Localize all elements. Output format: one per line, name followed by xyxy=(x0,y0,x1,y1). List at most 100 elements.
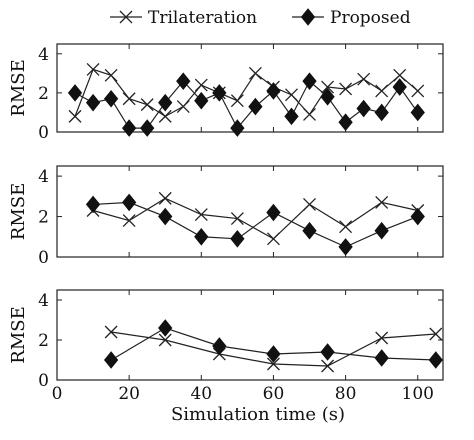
data-point-cross xyxy=(266,357,280,371)
x-tick-labels: 0 20 40 60 80 100 xyxy=(52,384,434,404)
data-point-diamond xyxy=(320,343,335,361)
data-point-diamond xyxy=(194,91,209,110)
data-point-diamond xyxy=(103,351,119,369)
x-tick-label: 40 xyxy=(190,384,212,404)
y-tick-label: 0 xyxy=(38,248,49,268)
data-point-cross xyxy=(393,68,407,82)
data-point-diamond xyxy=(356,99,371,118)
y-axis-label: RMSE xyxy=(8,306,29,363)
data-point-diamond xyxy=(122,193,137,212)
series-line xyxy=(93,201,418,248)
data-point-cross xyxy=(321,359,335,373)
y-tick-label: 2 xyxy=(38,208,49,228)
series-trilateration xyxy=(68,62,425,123)
data-point-diamond xyxy=(176,72,191,90)
data-point-diamond xyxy=(302,221,317,240)
data-point-cross xyxy=(140,98,154,112)
data-point-diamond xyxy=(158,93,173,112)
plot-frame xyxy=(56,165,444,258)
x-tick-label: 60 xyxy=(263,384,285,404)
series-proposed xyxy=(85,193,425,256)
data-point-diamond xyxy=(266,82,281,100)
y-tick-label: 0 xyxy=(38,123,49,143)
data-point-cross xyxy=(375,195,389,209)
legend-cross-marker xyxy=(119,10,133,24)
series-line xyxy=(92,197,418,240)
series-proposed xyxy=(67,72,425,137)
data-point-cross xyxy=(285,88,298,102)
legend: Trilateration Proposed xyxy=(110,8,411,28)
data-point-diamond xyxy=(230,119,245,137)
data-point-diamond xyxy=(374,103,389,122)
panels: 0 2 4 RMSE 0 2 4 RMSE 0 2 4 RMSE 0 20 40 60 80 100 xyxy=(8,43,444,404)
legend-label: Proposed xyxy=(330,8,411,28)
data-point-cross xyxy=(266,232,280,246)
data-point-cross xyxy=(230,212,244,226)
y-axis-label: RMSE xyxy=(8,183,29,240)
data-point-diamond xyxy=(428,351,443,369)
data-point-diamond xyxy=(374,349,389,367)
x-tick-label: 20 xyxy=(118,384,140,404)
y-tick-label: 2 xyxy=(38,331,49,351)
data-point-cross xyxy=(194,78,208,92)
data-point-cross xyxy=(86,62,100,76)
data-point-diamond xyxy=(230,230,245,248)
x-tick-label: 0 xyxy=(52,384,63,404)
y-tick-label: 4 xyxy=(38,291,49,311)
legend-entry-trilateration: Trilateration xyxy=(110,8,257,28)
data-point-diamond xyxy=(392,78,407,96)
data-point-cross xyxy=(176,100,190,114)
data-point-cross xyxy=(303,107,316,121)
y-tick-label: 0 xyxy=(38,371,49,391)
data-point-diamond xyxy=(374,221,389,240)
panel-2: 0 2 4 RMSE xyxy=(8,165,444,268)
data-point-diamond xyxy=(410,207,425,226)
data-point-diamond xyxy=(302,72,317,90)
data-point-diamond xyxy=(194,227,209,246)
data-point-cross xyxy=(429,327,443,341)
data-point-cross xyxy=(230,94,244,108)
data-point-cross xyxy=(375,84,389,98)
data-point-cross xyxy=(68,109,82,123)
data-point-diamond xyxy=(67,84,83,102)
data-point-cross xyxy=(122,92,136,106)
panel-3: 0 2 4 RMSE xyxy=(8,289,444,391)
data-point-cross xyxy=(104,68,118,82)
series-line xyxy=(74,68,419,118)
data-point-cross xyxy=(194,208,208,221)
data-point-diamond xyxy=(158,319,173,337)
data-point-cross xyxy=(248,66,262,80)
data-point-diamond xyxy=(284,107,299,126)
data-point-diamond xyxy=(158,207,173,226)
data-point-cross xyxy=(158,191,172,205)
data-point-cross xyxy=(158,109,172,123)
data-point-cross xyxy=(158,333,172,347)
data-point-cross xyxy=(303,197,316,211)
y-tick-label: 2 xyxy=(38,84,49,104)
data-point-cross xyxy=(375,331,389,345)
panel-1: 0 2 4 RMSE xyxy=(8,43,444,143)
series-proposed xyxy=(103,319,443,369)
legend-diamond-marker xyxy=(300,8,316,26)
data-point-diamond xyxy=(103,89,119,108)
data-point-diamond xyxy=(266,203,281,222)
data-point-cross xyxy=(357,72,371,86)
x-tick-label: 80 xyxy=(335,384,357,404)
data-point-diamond xyxy=(410,103,425,122)
data-point-diamond xyxy=(266,345,281,363)
y-axis-label: RMSE xyxy=(8,59,29,116)
y-tick-label: 4 xyxy=(38,167,49,187)
data-point-diamond xyxy=(122,119,137,137)
data-point-diamond xyxy=(248,97,263,116)
data-point-diamond xyxy=(212,337,227,355)
plot-frame xyxy=(56,43,444,133)
data-point-diamond xyxy=(85,93,101,112)
data-point-diamond xyxy=(85,195,101,214)
plot-frame xyxy=(56,289,444,381)
data-point-cross xyxy=(339,220,353,234)
data-point-diamond xyxy=(320,88,335,106)
data-point-cross xyxy=(321,80,335,94)
data-point-diamond xyxy=(338,238,353,256)
data-point-diamond xyxy=(212,84,227,102)
